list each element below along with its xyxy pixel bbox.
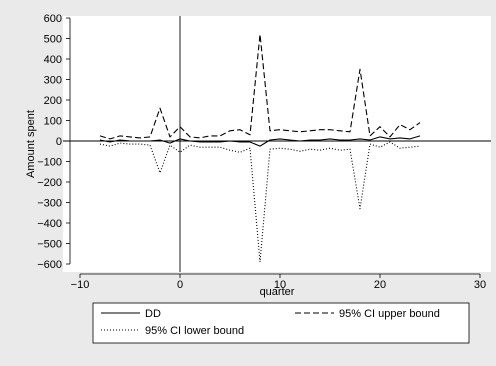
legend-label-1: 95% CI upper bound — [339, 308, 440, 320]
y-tick-label: 100 — [44, 116, 62, 128]
plot-area — [63, 16, 491, 272]
x-tick-label: 10 — [274, 279, 286, 291]
x-axis-label: quarter — [260, 286, 295, 298]
legend-box — [92, 302, 470, 344]
legend-label-0: DD — [145, 308, 161, 320]
y-tick-label: −400 — [37, 218, 62, 230]
x-tick-label: 0 — [177, 279, 183, 291]
legend-label-2: 95% CI lower bound — [145, 325, 244, 337]
y-tick-label: 400 — [44, 54, 62, 66]
y-tick-label: −500 — [37, 239, 62, 251]
legend: DD 95% CI upper bound 95% CI lower bound — [92, 302, 470, 344]
y-tick-label: 200 — [44, 95, 62, 107]
x-tick-label: 30 — [474, 279, 486, 291]
y-tick-label: −200 — [37, 177, 62, 189]
y-tick-label: −600 — [37, 259, 62, 271]
x-tick-label: 20 — [374, 279, 386, 291]
y-axis-label: Amount spent — [25, 110, 37, 178]
series-line-2 — [99, 141, 421, 263]
y-tick-label: 300 — [44, 75, 62, 87]
y-tick-label: 0 — [56, 136, 62, 148]
y-tick-label: −300 — [37, 198, 62, 210]
x-tick-label: −10 — [71, 279, 90, 291]
series-line-1 — [99, 33, 421, 140]
y-tick-label: −100 — [37, 157, 62, 169]
y-tick-label: 600 — [44, 13, 62, 25]
y-tick-label: 500 — [44, 34, 62, 46]
series-line-0 — [99, 135, 421, 147]
